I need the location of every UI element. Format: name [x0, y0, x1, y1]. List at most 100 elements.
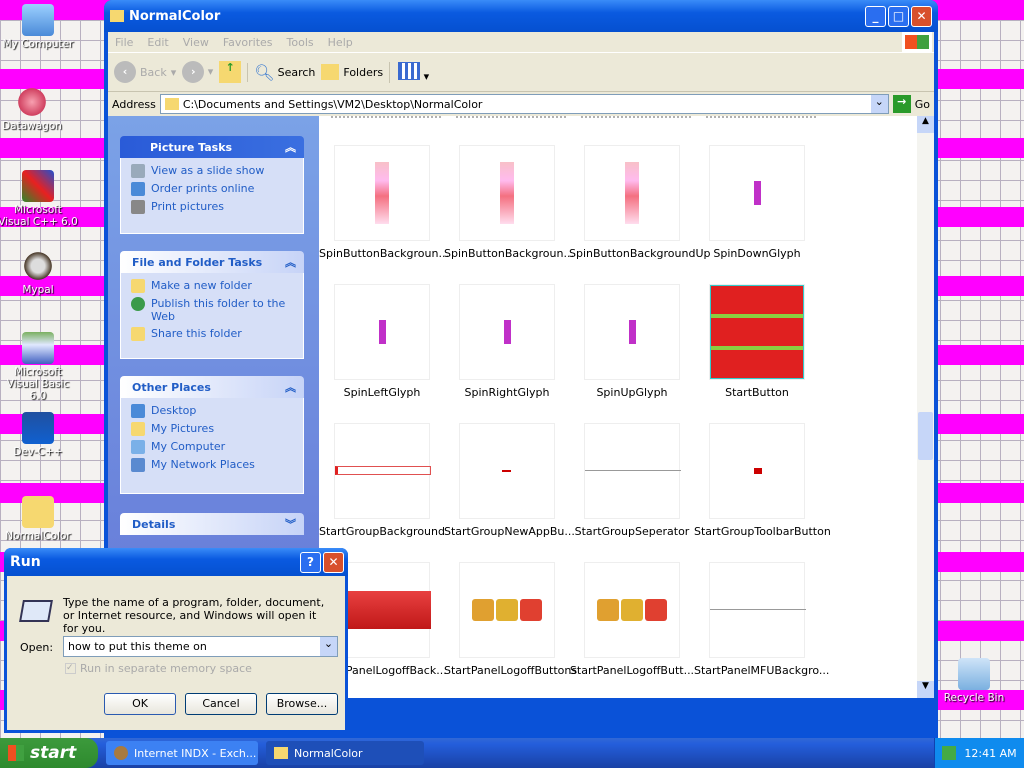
close-button[interactable]: ✕: [323, 551, 344, 573]
address-input[interactable]: C:\Documents and Settings\VM2\Desktop\No…: [159, 94, 889, 114]
file-item-partial[interactable]: [581, 116, 691, 118]
network-tray-icon[interactable]: [942, 746, 957, 760]
desktop-icon-datawagon[interactable]: Datawagon: [0, 86, 72, 132]
task-new-folder[interactable]: Make a new folder: [131, 279, 293, 293]
taskbar-item-internet[interactable]: Internet INDX - Exch...: [106, 741, 258, 765]
taskbar-item-normalcolor[interactable]: NormalColor: [266, 741, 424, 765]
file-item[interactable]: StartGroupToolbarButton: [694, 423, 831, 538]
task-order-prints[interactable]: Order prints online: [131, 182, 293, 196]
menu-view[interactable]: View: [182, 35, 209, 49]
desktop-icon-mypal[interactable]: Mypal: [0, 250, 78, 296]
start-button[interactable]: start: [0, 738, 98, 768]
folder-icon: [110, 10, 124, 22]
views-button[interactable]: ▾: [389, 61, 429, 83]
open-input[interactable]: how to put this theme on: [68, 640, 207, 653]
open-label: Open:: [20, 641, 54, 654]
file-item[interactable]: SpinButtonBackgroun...: [444, 145, 574, 260]
up-folder-button[interactable]: ↑: [219, 61, 242, 83]
file-item[interactable]: SpinUpGlyph: [569, 284, 695, 399]
desktop-icon-visual-cpp[interactable]: Microsoft Visual C++ 6.0: [0, 170, 78, 228]
desktop-icon-recycle-bin[interactable]: Recycle Bin: [934, 658, 1014, 704]
task-publish-web[interactable]: Publish this folder to the Web: [131, 297, 293, 323]
details-header[interactable]: Details ︾: [120, 513, 304, 535]
file-item[interactable]: SpinRightGlyph: [444, 284, 570, 399]
file-item[interactable]: StartGroupNewAppBu...: [444, 423, 575, 538]
file-thumbnail: [709, 145, 805, 241]
collapse-icon[interactable]: ︽: [285, 381, 296, 394]
run-titlebar[interactable]: Run ? ✕: [4, 548, 348, 576]
file-item[interactable]: SpinDownGlyph: [694, 145, 820, 260]
file-item[interactable]: StartButton: [694, 284, 820, 399]
file-name: StartGroupSeperator: [574, 525, 690, 538]
file-name: SpinButtonBackgroundUp: [569, 247, 711, 260]
file-thumbnail: [584, 562, 680, 658]
minimize-button[interactable]: _: [865, 5, 886, 27]
expand-icon[interactable]: ︾: [285, 518, 296, 531]
menu-file[interactable]: File: [115, 35, 134, 49]
thumbnail-graphic: [502, 470, 511, 472]
desktop-icon-visual-basic[interactable]: Microsoft Visual Basic 6.0: [0, 332, 78, 402]
task-share-folder[interactable]: Share this folder: [131, 327, 293, 341]
run-program-icon: [19, 600, 53, 622]
thumbnail-graphic: [335, 466, 431, 475]
menu-favorites[interactable]: Favorites: [222, 35, 273, 49]
place-my-computer[interactable]: My Computer: [131, 440, 293, 454]
picture-tasks-header[interactable]: Picture Tasks ︽: [120, 136, 304, 158]
collapse-icon[interactable]: ︽: [285, 256, 296, 269]
forward-button[interactable]: › ▾: [182, 61, 213, 83]
menu-help[interactable]: Help: [327, 35, 353, 49]
open-combobox[interactable]: how to put this theme on ⌄: [63, 636, 338, 657]
task-slide-show[interactable]: View as a slide show: [131, 164, 293, 178]
ok-button[interactable]: OK: [104, 693, 176, 715]
search-button[interactable]: 🔍︎ Search: [247, 62, 315, 82]
task-print-pictures[interactable]: Print pictures: [131, 200, 293, 214]
file-item-partial[interactable]: [331, 116, 441, 118]
browse-button[interactable]: Browse...: [266, 693, 338, 715]
file-item[interactable]: SpinButtonBackgroun...: [319, 145, 449, 260]
thumbnail-graphic: [710, 609, 806, 610]
scroll-thumb[interactable]: [918, 412, 933, 460]
file-item-partial[interactable]: [456, 116, 566, 118]
help-button[interactable]: ?: [300, 551, 321, 573]
dropdown-icon[interactable]: ⌄: [320, 637, 337, 656]
thumbnail-graphic: [629, 320, 636, 344]
place-desktop[interactable]: Desktop: [131, 404, 293, 418]
search-icon: 🔍︎: [254, 62, 275, 82]
cancel-button[interactable]: Cancel: [185, 693, 257, 715]
file-name: StartGroupBackground: [319, 525, 445, 538]
explorer-titlebar[interactable]: NormalColor _ □ ✕: [104, 0, 938, 32]
go-button[interactable]: → Go: [892, 95, 930, 113]
file-item[interactable]: SpinLeftGlyph: [319, 284, 445, 399]
file-name: StartPanelLogoffButt...: [569, 664, 695, 677]
file-folder-tasks-header[interactable]: File and Folder Tasks ︽: [120, 251, 304, 273]
file-item-partial[interactable]: [706, 116, 816, 118]
desktop-icon-normalcolor[interactable]: NormalColor: [0, 496, 78, 542]
file-item[interactable]: StartPanelMFUBackgro...: [694, 562, 829, 677]
address-dropdown-icon[interactable]: ⌄: [870, 95, 888, 113]
file-item[interactable]: StartGroupSeperator: [569, 423, 695, 538]
file-name: SpinUpGlyph: [596, 386, 668, 399]
place-my-network[interactable]: My Network Places: [131, 458, 293, 472]
file-item[interactable]: StartGroupBackground: [319, 423, 445, 538]
desktop-icon-my-computer[interactable]: My Computer: [0, 4, 78, 50]
maximize-button[interactable]: □: [888, 5, 909, 27]
mypal-icon: [22, 250, 54, 282]
file-item[interactable]: SpinButtonBackgroundUp: [569, 145, 711, 260]
file-item[interactable]: StartPanelLogoffButt...: [569, 562, 695, 677]
scroll-down-button[interactable]: ▼: [917, 681, 934, 698]
other-places-header[interactable]: Other Places ︽: [120, 376, 304, 398]
close-button[interactable]: ✕: [911, 5, 932, 27]
menu-edit[interactable]: Edit: [147, 35, 169, 49]
thumbnail-graphic: [375, 162, 389, 224]
file-name: SpinButtonBackgroun...: [319, 247, 449, 260]
vertical-scrollbar[interactable]: ▲ ▼: [917, 116, 934, 698]
desktop-icon-devcpp[interactable]: Dev-C++: [0, 412, 78, 458]
collapse-icon[interactable]: ︽: [285, 141, 296, 154]
scroll-up-button[interactable]: ▲: [917, 116, 934, 133]
menu-tools[interactable]: Tools: [286, 35, 314, 49]
place-my-pictures[interactable]: My Pictures: [131, 422, 293, 436]
back-button[interactable]: ‹ Back ▾: [114, 61, 176, 83]
file-item[interactable]: StartPanelLogoffButtons: [444, 562, 577, 677]
folders-button[interactable]: Folders: [321, 64, 383, 80]
separate-memory-checkbox[interactable]: ✓ Run in separate memory space: [65, 662, 252, 675]
